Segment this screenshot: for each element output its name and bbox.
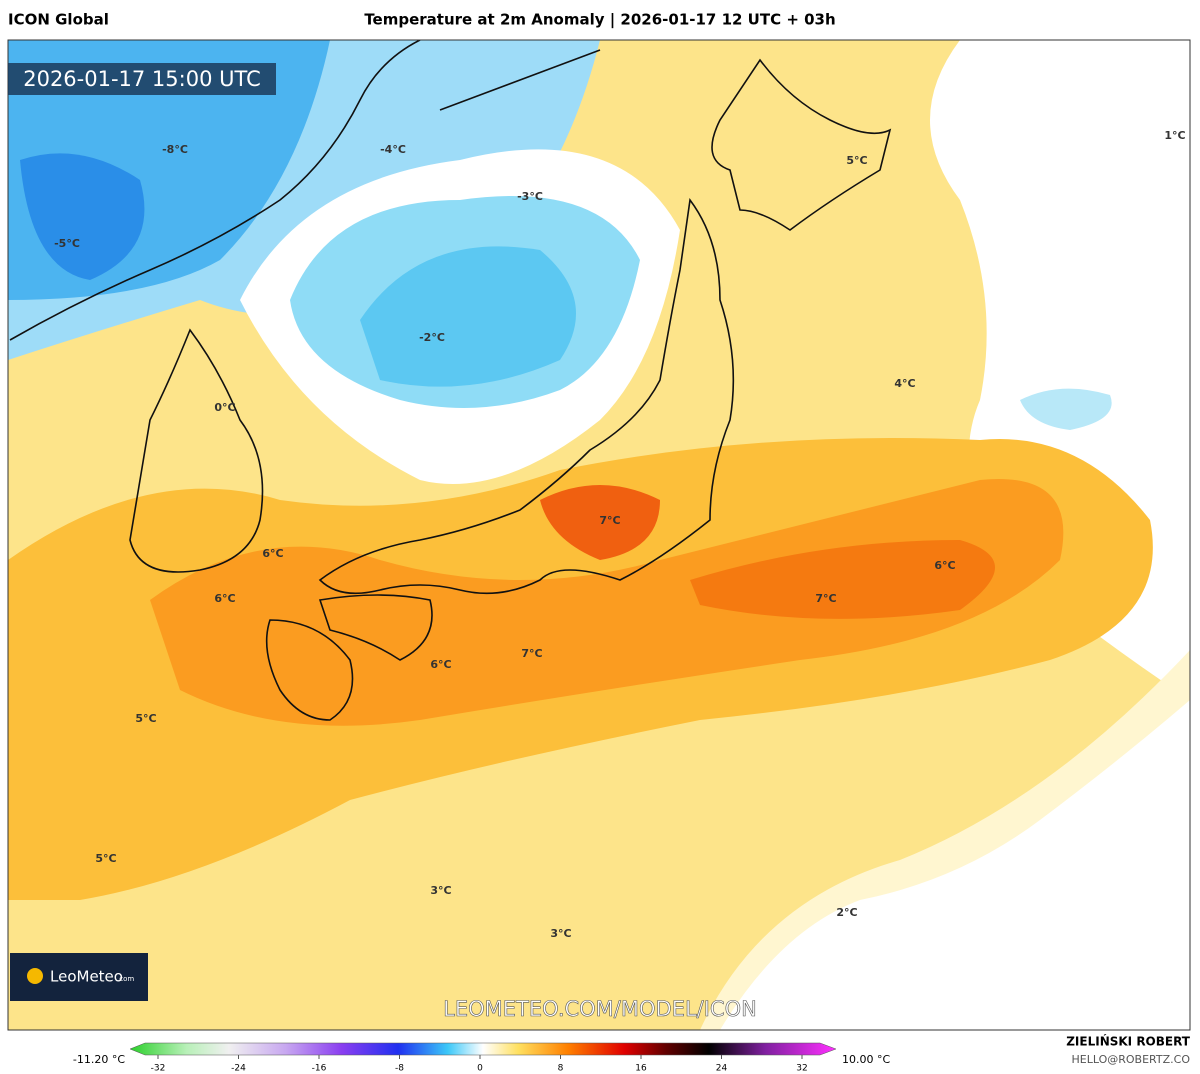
coastline bbox=[265, 619, 354, 721]
map-label: -5°C bbox=[54, 237, 80, 250]
map-label: 4°C bbox=[894, 377, 915, 390]
map-label: 0°C bbox=[214, 401, 235, 414]
watermark: LEOMETEO.COM/MODEL/ICON bbox=[443, 997, 757, 1021]
coastline bbox=[318, 594, 433, 661]
map-label: 3°C bbox=[550, 927, 571, 940]
coastline bbox=[711, 58, 892, 231]
colorbar-tick-label: 24 bbox=[716, 1064, 728, 1074]
colorbar-tick-label: 16 bbox=[635, 1064, 647, 1074]
map-label: 6°C bbox=[262, 547, 283, 560]
coastline bbox=[439, 49, 601, 111]
colorbar-ticks: -32 -24 -16 -8 0 8 16 24 32 bbox=[151, 1055, 808, 1074]
colorbar-tick-label: -8 bbox=[395, 1064, 404, 1074]
map-label: -3°C bbox=[517, 190, 543, 203]
coastline bbox=[9, 40, 421, 573]
map-label: 5°C bbox=[135, 712, 156, 725]
map-title: Temperature at 2m Anomaly | 2026-01-17 1… bbox=[364, 11, 835, 30]
map-label: 6°C bbox=[214, 592, 235, 605]
colorbar-tick-label: -24 bbox=[231, 1064, 246, 1074]
map-label: 6°C bbox=[934, 559, 955, 572]
map-label: 1°C bbox=[1164, 129, 1185, 142]
colorbar bbox=[129, 1042, 837, 1056]
map-label: -8°C bbox=[162, 143, 188, 156]
map-label: 6°C bbox=[430, 658, 451, 671]
logo-suffix: .com bbox=[117, 975, 134, 983]
colorbar-max: 10.00 °C bbox=[842, 1053, 890, 1066]
map-label: 7°C bbox=[599, 514, 620, 527]
map-label: 5°C bbox=[846, 154, 867, 167]
timestamp-box bbox=[8, 63, 276, 95]
coastline bbox=[318, 197, 735, 595]
map-labels: -8°C -4°C -3°C -5°C -2°C 0°C 1°C 5°C 4°C… bbox=[54, 129, 1186, 940]
map-label: 2°C bbox=[836, 906, 857, 919]
logo-sun bbox=[27, 968, 43, 984]
map-label: 3°C bbox=[430, 884, 451, 897]
map-label: 7°C bbox=[521, 647, 542, 660]
colorbar-tick-label: 32 bbox=[796, 1064, 807, 1074]
colorbar-tick-label: 8 bbox=[558, 1064, 564, 1074]
model-name: ICON Global bbox=[8, 11, 109, 29]
map-frame bbox=[7, 39, 1191, 1031]
colorbar-tick-label: 0 bbox=[477, 1064, 483, 1074]
colorbar-min: -11.20 °C bbox=[73, 1053, 125, 1066]
map-label: -2°C bbox=[419, 331, 445, 344]
colorbar-tick-label: -16 bbox=[312, 1064, 327, 1074]
logo-name: LeoMeteo bbox=[50, 968, 123, 986]
map-label: 5°C bbox=[95, 852, 116, 865]
timestamp: 2026-01-17 15:00 UTC bbox=[23, 67, 261, 91]
author: ZIELIŃSKI ROBERT bbox=[1066, 1034, 1191, 1049]
colorbar-tick-label: -32 bbox=[151, 1064, 166, 1074]
map-label: -4°C bbox=[380, 143, 406, 156]
map-label: 7°C bbox=[815, 592, 836, 605]
email: HELLO@ROBERTZ.CO bbox=[1072, 1053, 1191, 1066]
map bbox=[8, 40, 1190, 1030]
